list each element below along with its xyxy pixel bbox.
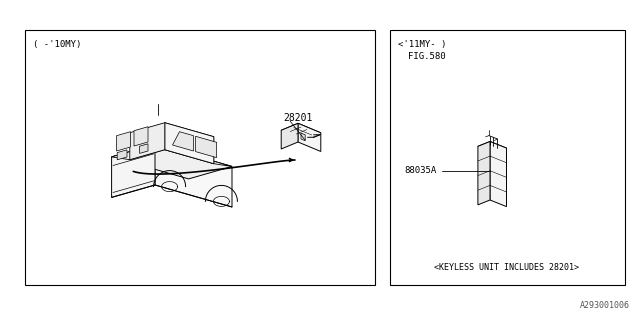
Text: 28201: 28201 [283,113,312,123]
Text: 88035A: 88035A [404,166,436,175]
Text: <KEYLESS UNIT INCLUDES 28201>: <KEYLESS UNIT INCLUDES 28201> [435,262,579,271]
Polygon shape [155,145,232,166]
Polygon shape [478,141,490,205]
Polygon shape [165,123,214,164]
Polygon shape [196,136,216,158]
Polygon shape [140,144,148,153]
Polygon shape [490,141,506,207]
Bar [25,30,375,285]
Polygon shape [117,150,127,160]
Text: ( -'10MY): ( -'10MY) [33,39,81,49]
Text: FIG.580: FIG.580 [408,52,445,60]
Polygon shape [130,123,165,160]
Polygon shape [301,133,305,141]
Polygon shape [281,123,298,149]
Polygon shape [173,132,193,151]
Polygon shape [111,145,232,179]
Polygon shape [281,123,321,140]
Polygon shape [298,123,321,151]
Bar [390,30,625,285]
Polygon shape [165,123,214,164]
Polygon shape [111,145,165,160]
Text: <'11MY- ): <'11MY- ) [398,39,446,49]
Text: A293001006: A293001006 [580,301,630,310]
Polygon shape [134,127,148,146]
Polygon shape [155,145,232,207]
Polygon shape [116,132,131,151]
Polygon shape [111,145,155,197]
Polygon shape [478,141,506,153]
